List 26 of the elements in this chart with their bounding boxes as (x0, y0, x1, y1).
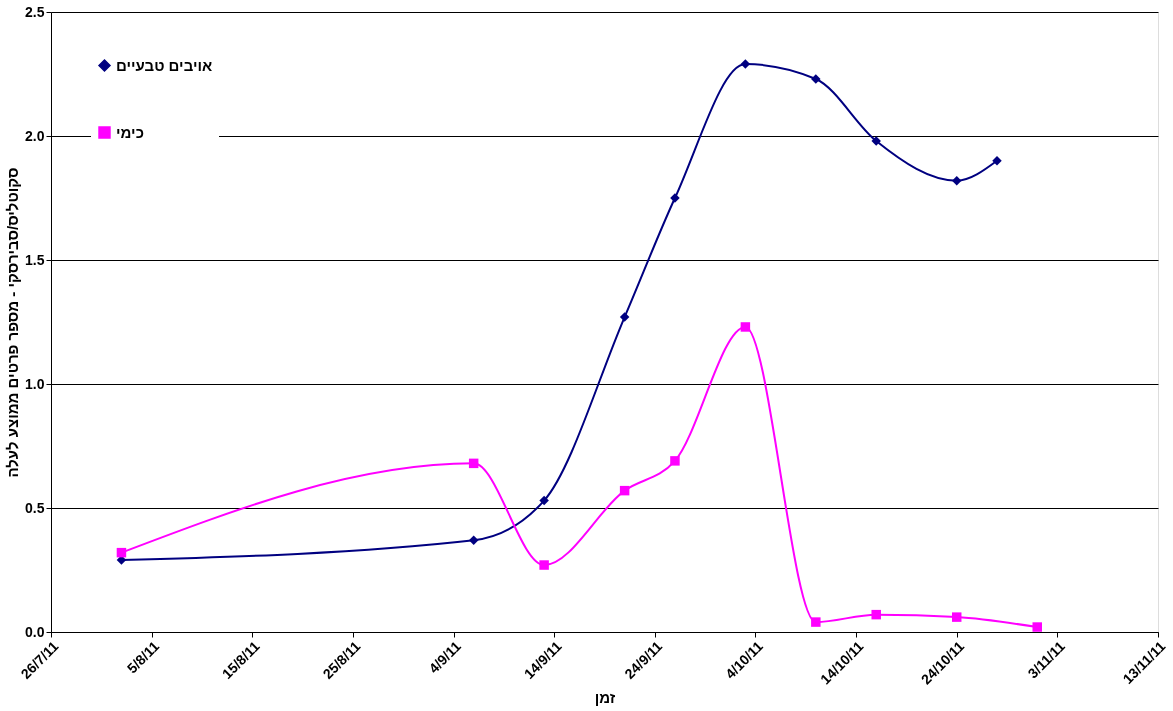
y-tick-label: 2.0 (25, 127, 45, 144)
x-axis-title: זמן (594, 689, 616, 707)
point (116, 547, 127, 558)
point (740, 59, 751, 69)
point (951, 612, 962, 622)
point (619, 312, 630, 322)
point (468, 458, 479, 469)
legend-label: כימי (116, 123, 144, 141)
point (1032, 622, 1042, 632)
point (951, 175, 962, 186)
y-axis-title: סקוטליס/סבירסקי - מספר פרטים ממוצע לעלה (4, 167, 22, 478)
y-tick-label: 1.0 (25, 375, 45, 392)
point (871, 609, 881, 620)
y-tick-label: 2.5 (25, 3, 45, 20)
point (619, 485, 630, 496)
y-tick-label: 0.5 (25, 499, 45, 516)
point (811, 617, 821, 627)
point (740, 322, 751, 332)
point (468, 535, 479, 545)
point (871, 136, 881, 146)
y-tick-label: 0.0 (25, 623, 45, 640)
point (670, 456, 680, 466)
y-tick-label: 1.5 (25, 251, 45, 268)
point (539, 560, 549, 570)
legend-label: אויבים טבעיים (116, 56, 213, 74)
point (539, 495, 549, 506)
